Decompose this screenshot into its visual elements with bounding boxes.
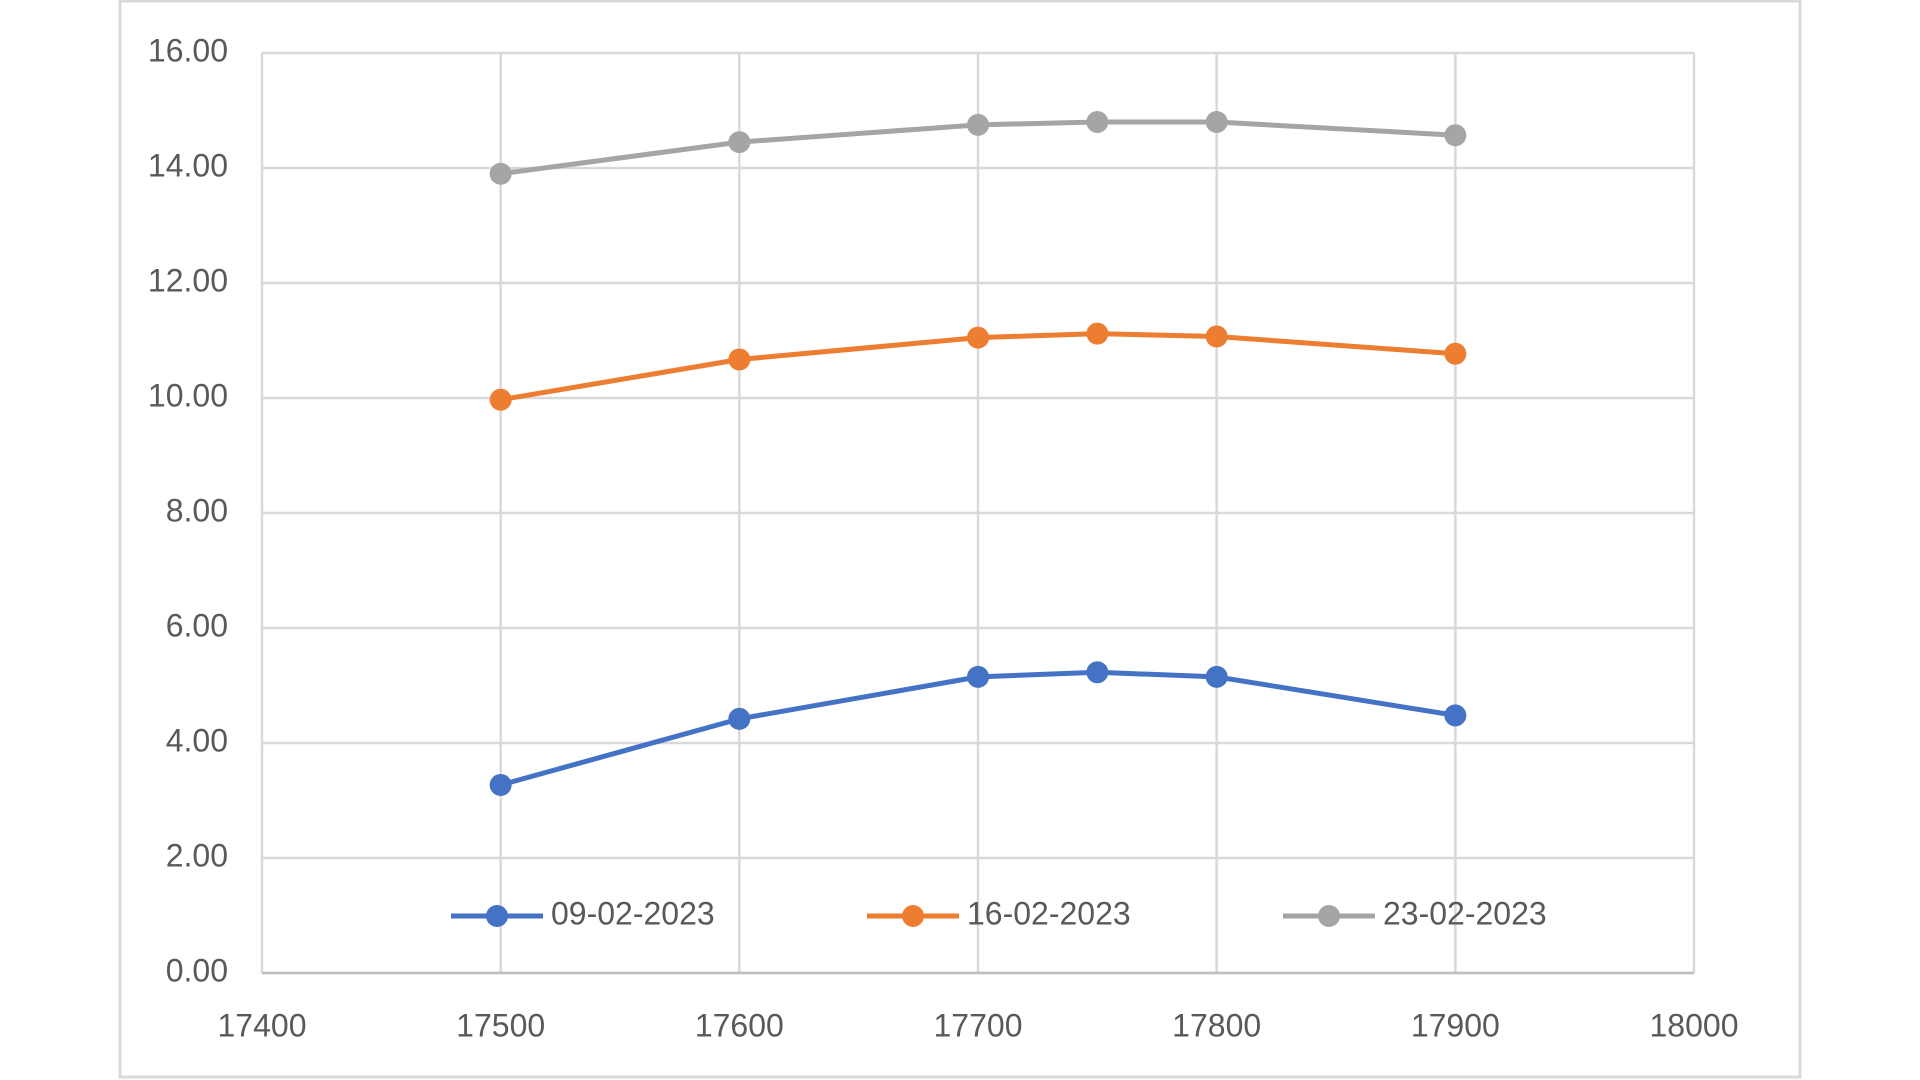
legend-label: 23-02-2023	[1383, 895, 1547, 931]
x-tick-label: 18000	[1650, 1007, 1739, 1043]
y-tick-label: 0.00	[166, 952, 228, 988]
y-tick-label: 10.00	[148, 377, 228, 413]
legend-marker	[486, 905, 508, 927]
data-point	[728, 348, 751, 371]
data-point	[1205, 325, 1228, 348]
data-point	[967, 665, 989, 688]
data-point	[728, 131, 751, 154]
data-point	[967, 113, 989, 136]
y-tick-label: 16.00	[148, 32, 228, 68]
x-tick-label: 17900	[1411, 1007, 1500, 1043]
legend-label: 16-02-2023	[967, 895, 1131, 931]
data-point	[1444, 704, 1467, 727]
y-tick-label: 2.00	[166, 837, 228, 873]
data-point	[728, 707, 751, 730]
y-tick-label: 12.00	[148, 262, 228, 298]
series-line	[500, 331, 1456, 403]
chart-border	[118, 0, 1802, 1079]
data-point	[1205, 665, 1228, 688]
data-point	[1205, 111, 1228, 133]
data-point	[1444, 342, 1467, 365]
y-tick-label: 6.00	[166, 607, 228, 643]
x-tick-label: 17600	[695, 1007, 784, 1043]
data-point	[489, 773, 512, 796]
y-tick-label: 4.00	[166, 722, 228, 758]
x-tick-label: 17400	[218, 1007, 307, 1043]
x-tick-label: 17800	[1172, 1007, 1261, 1043]
legend-marker	[1318, 905, 1340, 927]
data-point	[489, 162, 512, 185]
legend-marker	[902, 905, 924, 927]
data-point	[489, 388, 512, 411]
data-point	[1086, 111, 1109, 133]
data-point	[1086, 322, 1109, 345]
series-line	[500, 119, 1456, 177]
data-point	[1086, 661, 1109, 684]
x-tick-label: 17500	[456, 1007, 545, 1043]
x-tick-label: 17700	[934, 1007, 1023, 1043]
legend-label: 09-02-2023	[551, 895, 715, 931]
y-tick-label: 14.00	[148, 147, 228, 183]
data-point	[1444, 124, 1467, 147]
y-tick-label: 8.00	[166, 492, 228, 528]
data-point	[967, 326, 989, 349]
series-line	[499, 669, 1456, 788]
